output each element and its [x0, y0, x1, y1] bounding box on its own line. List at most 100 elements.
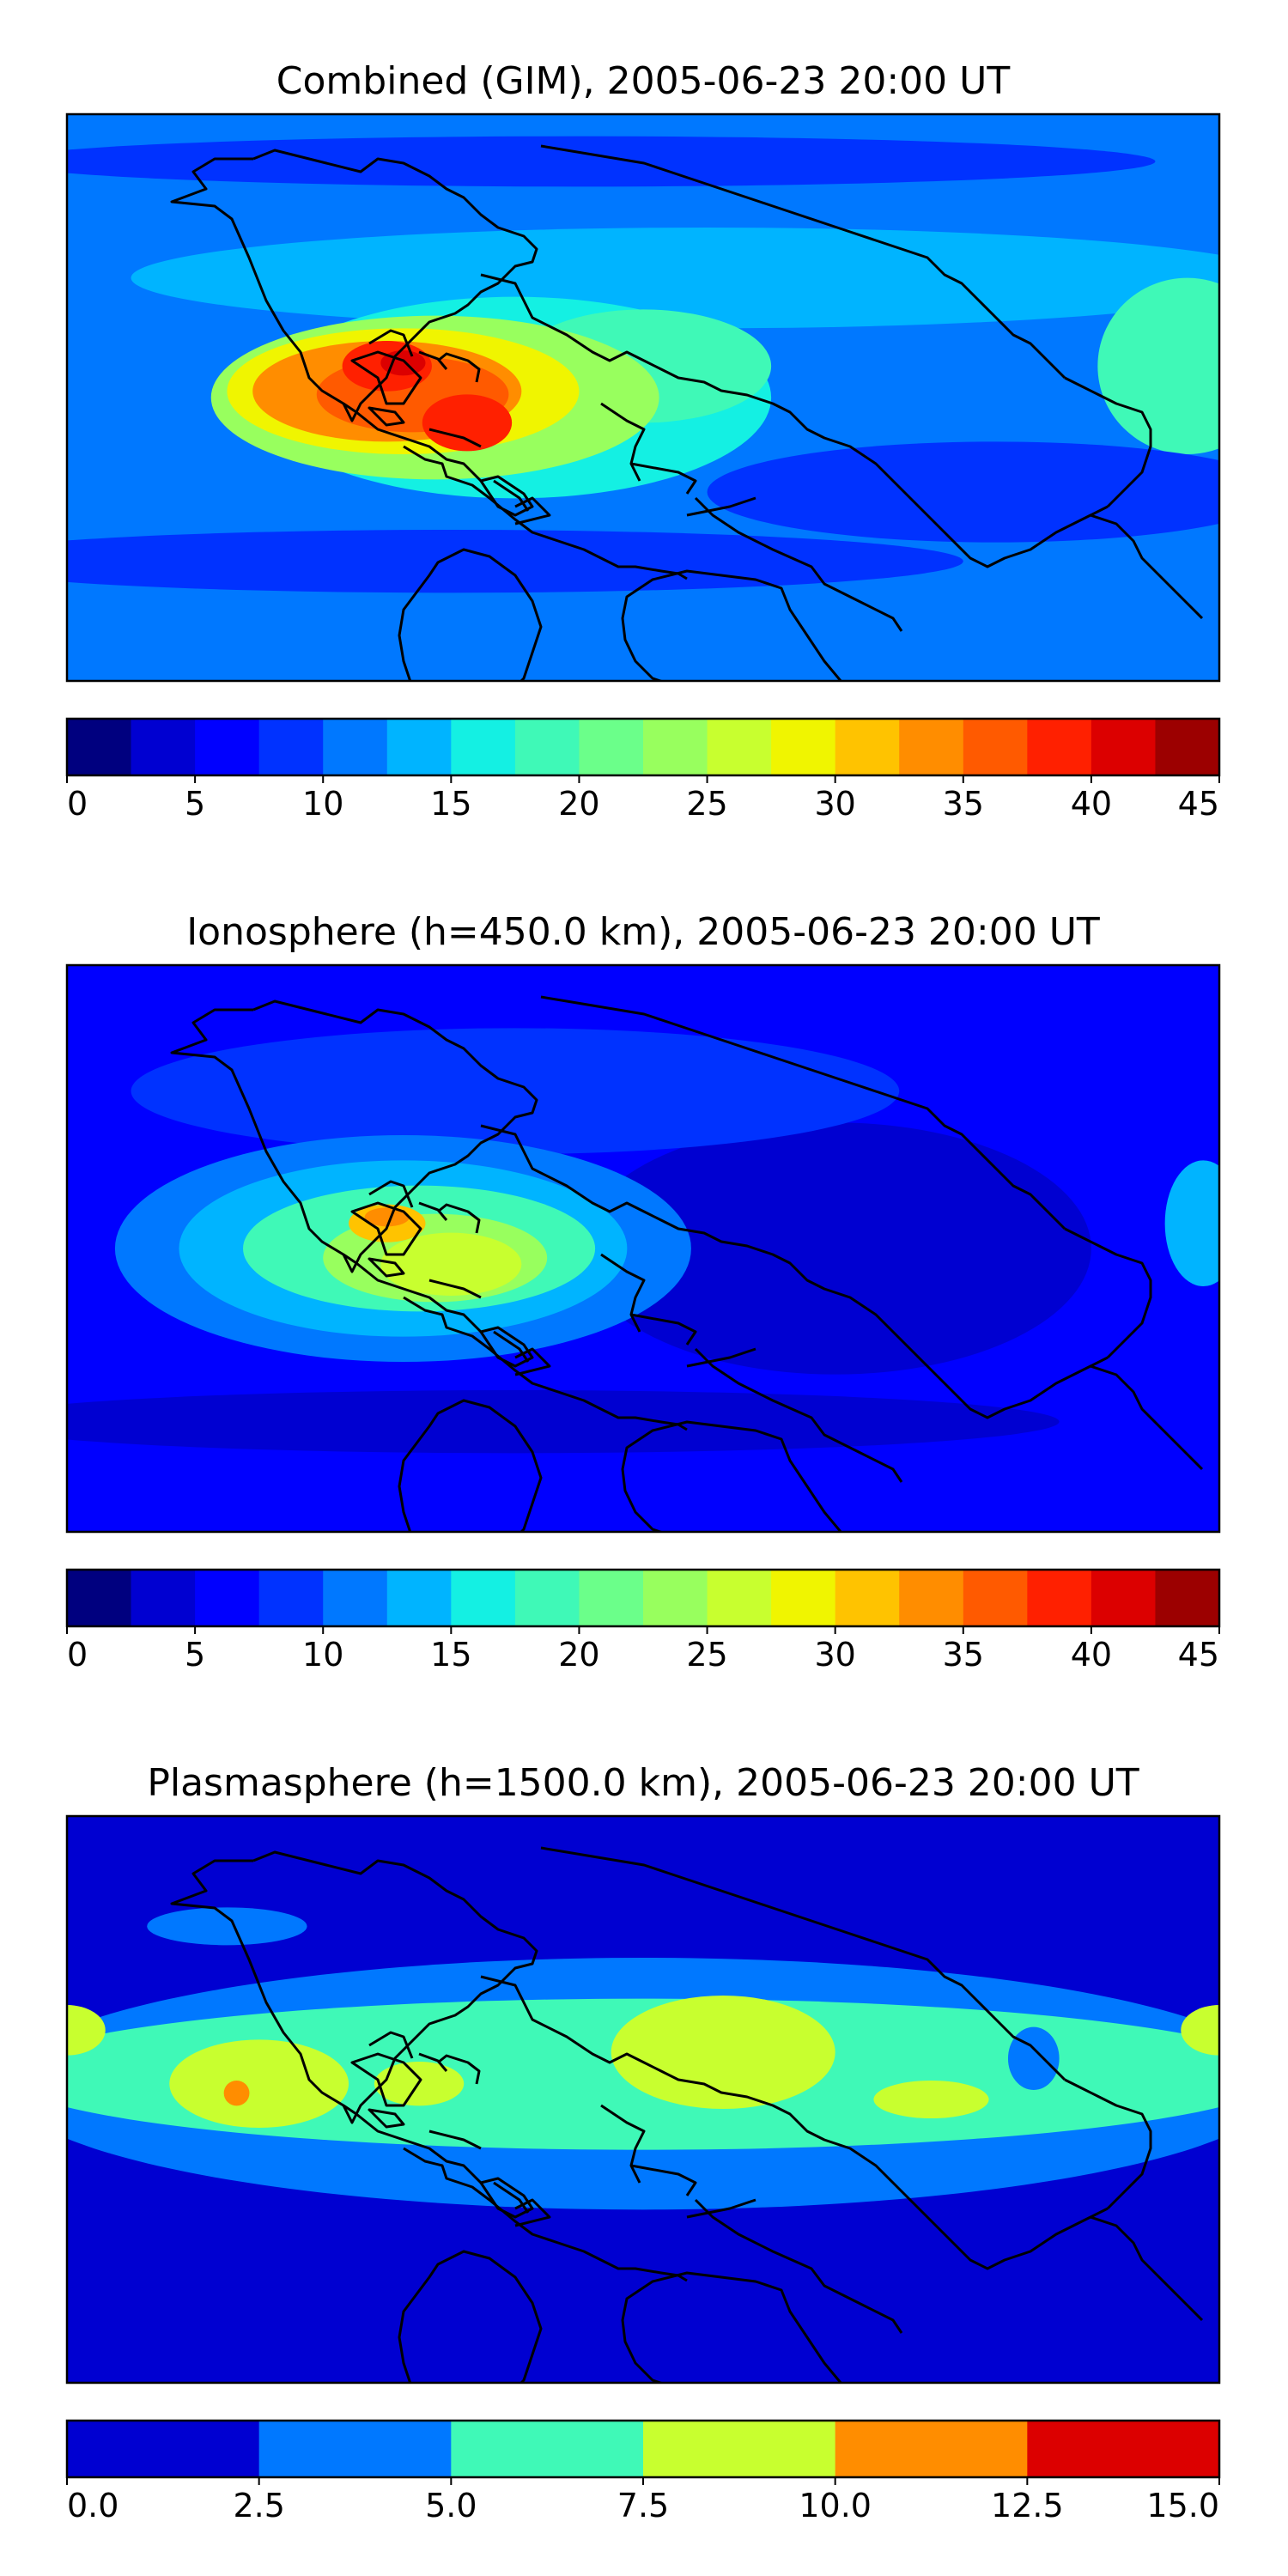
colorbar-segment-8: [579, 719, 644, 775]
colorbar-segment-15: [1027, 719, 1092, 775]
colorbar-tick-label: 0: [67, 785, 88, 823]
contour-region-9: [223, 2081, 250, 2106]
colorbar-segment-5: [386, 1570, 452, 1626]
colorbar-segment-7: [514, 1570, 580, 1626]
colorbar-frame: [65, 1568, 1221, 1628]
colorbar-tick-label: 40: [1071, 1636, 1112, 1674]
colorbar-segment-12: [835, 1570, 900, 1626]
colorbar-segment-4: [323, 719, 388, 775]
contour-region-9: [1164, 1160, 1219, 1286]
colorbar-segment-3: [258, 719, 324, 775]
colorbar-segment-8: [579, 1570, 644, 1626]
colorbar-tick-label: 20: [558, 785, 599, 823]
colorbar: 0 5 10 15 20 25 30 35 40 45: [65, 1568, 1221, 1674]
colorbar-tick-label: 10: [302, 1636, 343, 1674]
colorbar-segment-13: [899, 719, 964, 775]
colorbar-tick-label: 15: [430, 785, 471, 823]
plot-frame: [65, 1814, 1221, 2385]
panel-1: Ionosphere (h=450.0 km), 2005-06-23 20:0…: [65, 910, 1221, 1674]
contour-region-8: [67, 2005, 106, 2056]
map-field: [67, 1816, 1219, 2383]
colorbar-tick-label: 15: [430, 1636, 471, 1674]
panel-title: Ionosphere (h=450.0 km), 2005-06-23 20:0…: [186, 910, 1100, 954]
colorbar-segment-15: [1027, 1570, 1092, 1626]
contour-region-1: [131, 1028, 900, 1154]
colorbar-tick-label: 35: [943, 1636, 984, 1674]
colorbar-tick-label: 2.5: [233, 2487, 284, 2524]
contour-region-11: [707, 441, 1219, 543]
colorbar-segment-0: [67, 1570, 132, 1626]
panel-title: Combined (GIM), 2005-06-23 20:00 UT: [276, 59, 1011, 103]
panel-0: Combined (GIM), 2005-06-23 20:00 UT 0 5 10 1…: [65, 59, 1221, 823]
colorbar-tick-label: 5: [185, 1636, 205, 1674]
plot-frame: [65, 963, 1221, 1534]
colorbar-segment-9: [643, 1570, 708, 1626]
panel-title: Plasmasphere (h=1500.0 km), 2005-06-23 2…: [147, 1761, 1139, 1805]
colorbar-segment-16: [1091, 1570, 1157, 1626]
colorbar-segment-5: [1027, 2421, 1220, 2477]
colorbar-segment-9: [643, 719, 708, 775]
colorbar-segment-11: [771, 719, 836, 775]
colorbar-tick-label: 30: [814, 785, 855, 823]
colorbar-tick-label: 20: [558, 1636, 599, 1674]
colorbar-segment-16: [1091, 719, 1157, 775]
panel-2: Plasmasphere (h=1500.0 km), 2005-06-23 2…: [65, 1761, 1221, 2524]
colorbar-segment-6: [451, 719, 516, 775]
contour-region-7: [1181, 2005, 1219, 2056]
contour-region-3: [1097, 277, 1219, 454]
colorbar-tick-label: 15.0: [1146, 2487, 1219, 2524]
plot-frame: [65, 112, 1221, 683]
colorbar-segment-14: [963, 719, 1028, 775]
colorbar-segment-6: [451, 1570, 516, 1626]
colorbar-tick-label: 30: [814, 1636, 855, 1674]
colorbar-tick-label: 5: [185, 785, 205, 823]
contour-region-0: [579, 1122, 1091, 1375]
contour-region-13: [67, 136, 1156, 187]
colorbar-tick-label: 0.0: [67, 2487, 118, 2524]
contour-region-2: [147, 1907, 307, 1946]
colorbar-tick-label: 10.0: [799, 2487, 872, 2524]
contour-region-8: [422, 394, 513, 452]
colorbar-segment-11: [771, 1570, 836, 1626]
colorbar-segment-0: [67, 2421, 260, 2477]
colorbar-segment-3: [258, 1570, 324, 1626]
contour-region-10: [67, 1390, 1060, 1454]
colorbar-segment-1: [131, 719, 196, 775]
colorbar-tick-label: 12.5: [991, 2487, 1064, 2524]
colorbar-tick-label: 25: [686, 1636, 727, 1674]
map-field: [67, 965, 1219, 1532]
colorbar-segment-2: [195, 1570, 260, 1626]
colorbar-segment-14: [963, 1570, 1028, 1626]
colorbar-segment-13: [899, 1570, 964, 1626]
colorbar-segment-2: [195, 719, 260, 775]
colorbar-tick-label: 25: [686, 785, 727, 823]
colorbar-tick-label: 0: [67, 1636, 88, 1674]
colorbar: 0 5 10 15 20 25 30 35 40 45: [65, 717, 1221, 823]
contour-region-3: [611, 1996, 835, 2109]
colorbar-segment-7: [514, 719, 580, 775]
contour-region-6: [873, 2081, 989, 2118]
colorbar: 0.0 2.5 5.0 7.5 10.0 12.5 15.0: [65, 2419, 1221, 2524]
colorbar-segment-12: [835, 719, 900, 775]
contour-region-10: [1007, 2026, 1060, 2090]
colorbar-segment-4: [323, 1570, 388, 1626]
colorbar-tick-label: 5.0: [425, 2487, 477, 2524]
colorbar-segment-2: [451, 2421, 644, 2477]
contour-region-0: [131, 228, 1219, 329]
colorbar-tick-label: 45: [1178, 785, 1219, 823]
colorbar-tick-label: 40: [1071, 785, 1112, 823]
colorbar-segment-10: [707, 719, 772, 775]
colorbar-segment-17: [1155, 1570, 1220, 1626]
colorbar-segment-1: [258, 2421, 452, 2477]
colorbar-tick-label: 7.5: [617, 2487, 669, 2524]
colorbar-segment-5: [386, 719, 452, 775]
colorbar-tick-label: 45: [1178, 1636, 1219, 1674]
map-field: [67, 114, 1219, 681]
colorbar-tick-label: 10: [302, 785, 343, 823]
contour-region-4: [169, 2039, 349, 2129]
colorbar-segment-0: [67, 719, 132, 775]
contour-region-6: [380, 1232, 522, 1297]
colorbar-frame: [65, 717, 1221, 777]
colorbar-segment-1: [131, 1570, 196, 1626]
